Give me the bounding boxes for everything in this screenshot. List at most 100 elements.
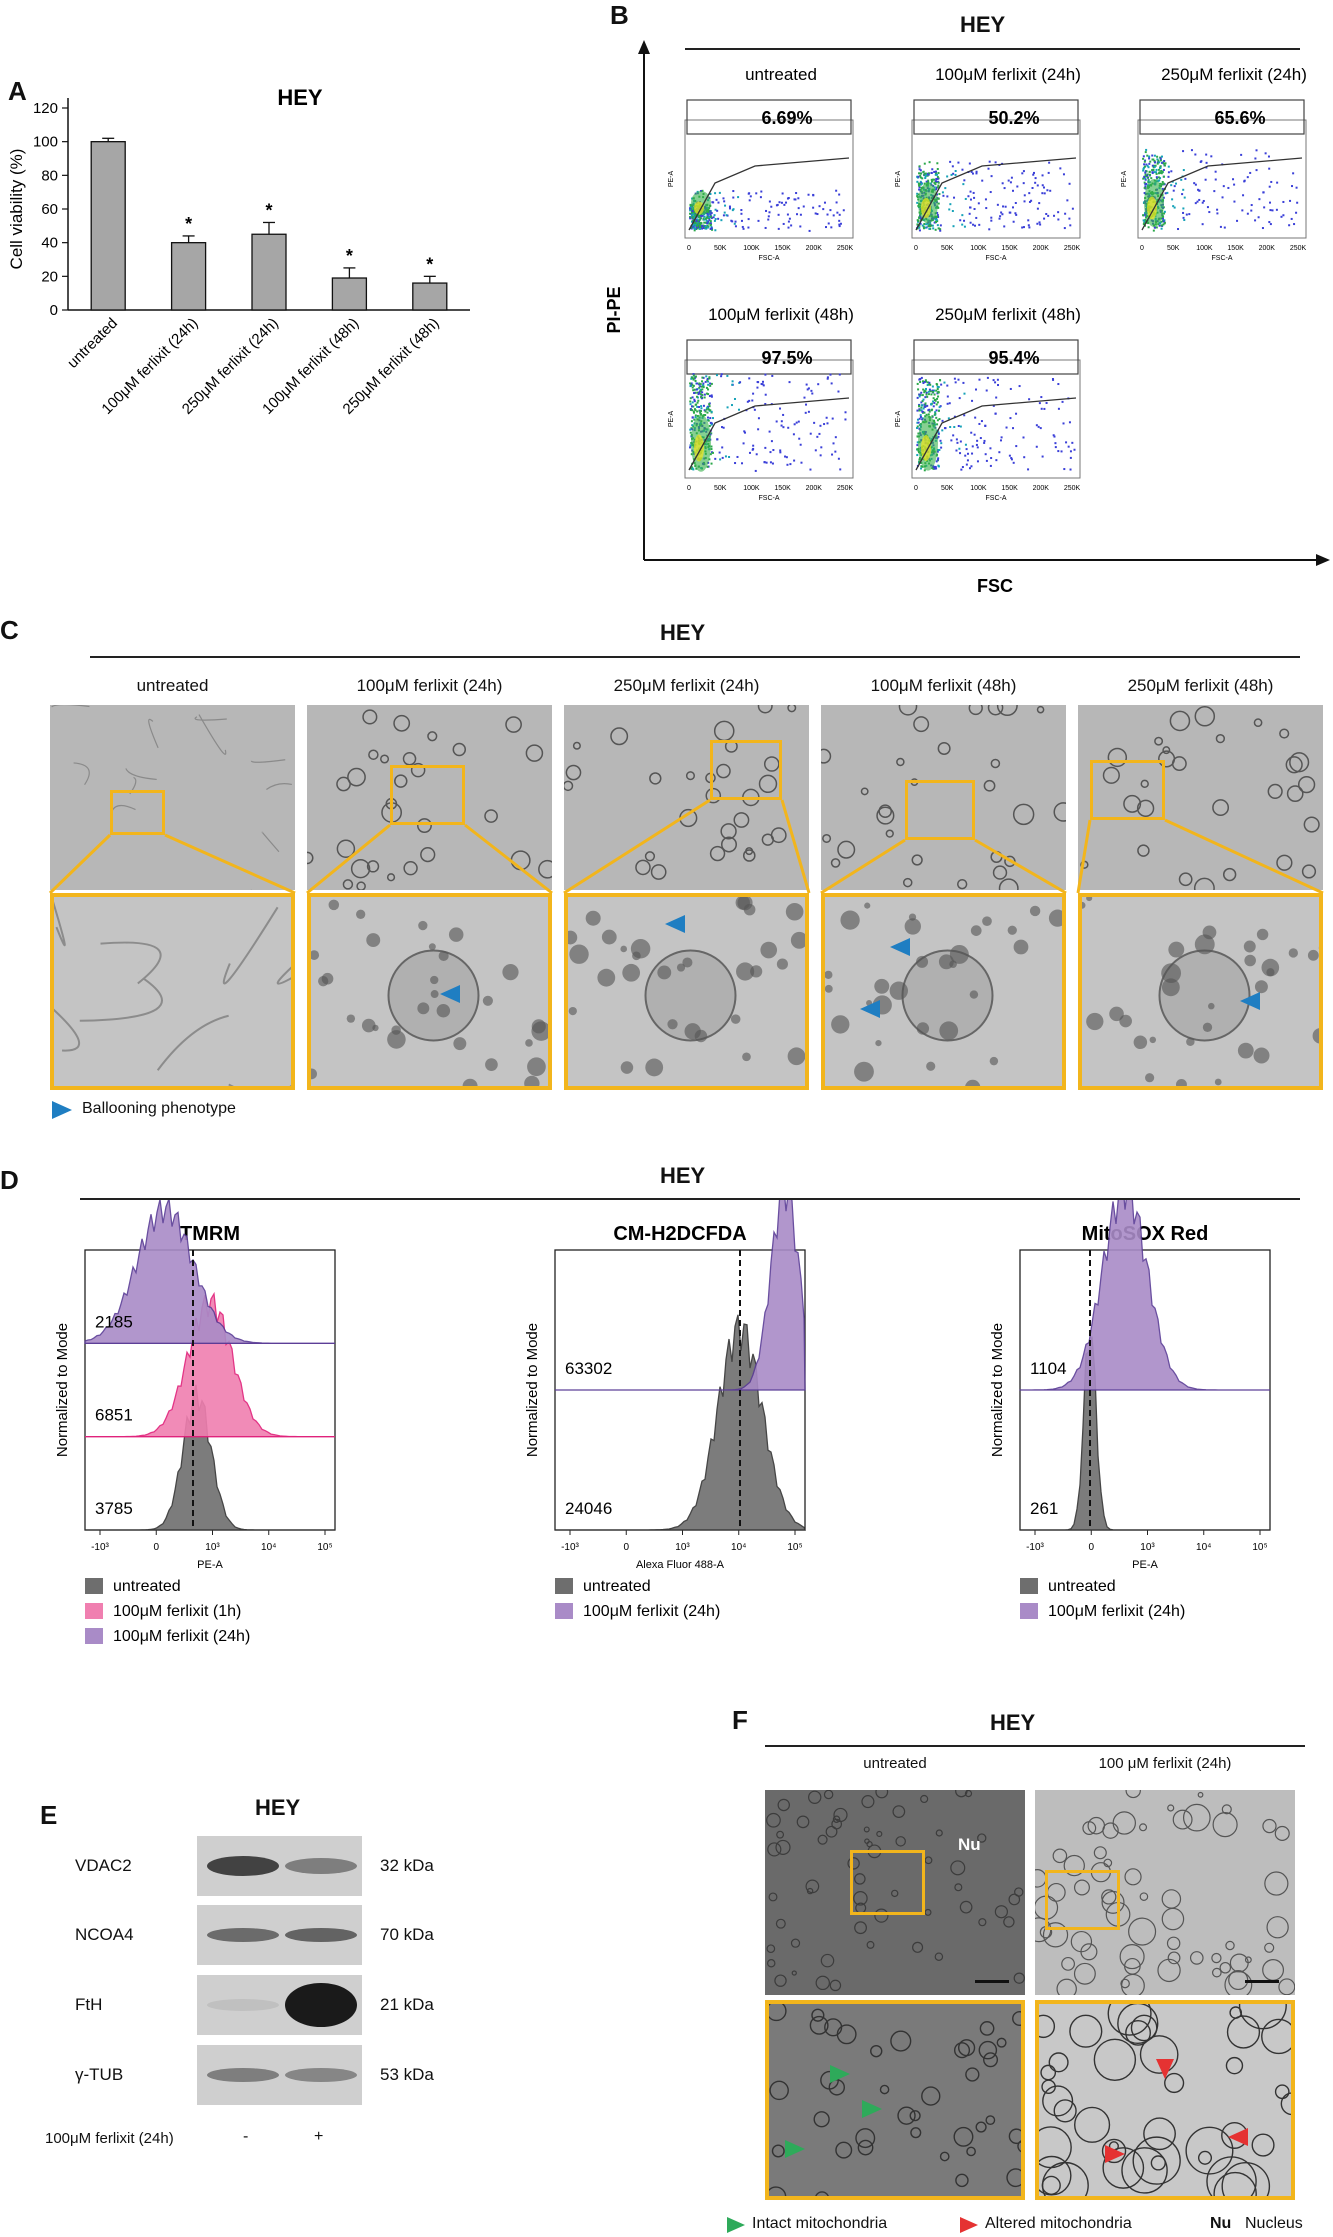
panel-b-dot [726,374,729,377]
panel-b-dot [710,216,713,219]
panel-f-organelle [1003,1916,1015,1928]
panel-b-dot [936,168,939,171]
panel-b-dot [936,449,939,452]
panel-b-dot [1282,214,1285,217]
panel-b-dot [756,386,759,389]
panel-b-dot [1007,179,1010,182]
panel-c-zoom-debris [965,1079,981,1086]
panel-b-dot [1242,194,1245,197]
panel-b-plot-x-label: FSC-A [1212,255,1233,262]
panel-b-dot [733,222,736,225]
panel-b-dot [826,377,829,380]
panel-b-dot [921,410,924,413]
panel-b-plot-x-label: FSC-A [759,255,780,262]
panel-b-dot [695,467,698,470]
panel-b-dot [967,195,970,198]
panel-b-dot [938,193,941,196]
panel-b-dot [968,212,971,215]
panel-b-dot [739,381,742,384]
panel-b-dot [996,378,999,381]
panel-b-dot [936,423,939,426]
panel-b-dot [918,168,921,171]
panel-f-zoom-organelle [815,2191,829,2196]
panel-b-dot [1204,178,1207,181]
panel-b-dot [689,216,692,219]
panel-b-dot [929,390,932,393]
panel-b-dot [1145,163,1148,166]
panel-f-letter: F [732,1705,748,1735]
panel-d-row-value: 2185 [95,1312,133,1331]
panel-c-zoom-debris [667,1019,678,1030]
panel-b-dot [691,220,694,223]
panel-b-dot [696,401,699,404]
panel-f-zoom-organelle [1121,2147,1168,2194]
panel-c-cell-cluster [1276,854,1293,871]
panel-b-dot [1067,445,1070,448]
panel-b-dot [714,192,717,195]
panel-b-x-tick-label: 200K [1259,245,1276,252]
panel-b-dot [709,382,712,385]
panel-f-organelle [920,1794,929,1804]
panel-b-dot [927,179,930,182]
panel-b-dot [927,173,930,176]
panel-f-zoom-organelle [1041,2175,1061,2195]
panel-b-dot [804,411,807,414]
panel-b-dot [1057,450,1060,453]
panel-b-dot [928,381,931,384]
panel-b-dot [970,431,973,434]
panel-b-dot [1198,189,1201,192]
panel-b-dot [697,225,700,228]
panel-c-cell-cluster [420,846,436,863]
panel-b-dot [971,172,974,175]
panel-f-organelle [1244,1956,1252,1964]
panel-f-zoom-organelle [769,2080,789,2101]
panel-c-zoom-debris [502,964,519,981]
panel-b-dot [931,408,934,411]
panel-b-dot [730,404,733,407]
panel-f-zoom-organelle [1251,2133,1275,2157]
panel-b-dot [930,171,933,174]
panel-a-y-tick-label: 60 [41,201,58,218]
panel-c-zoom-debris [1086,1012,1104,1031]
panel-b-density-peak [1147,196,1157,220]
panel-b-dot [1002,205,1005,208]
panel-b-dot [917,432,920,435]
panel-b-dot [709,213,712,216]
panel-c-zoom-debris [787,1047,805,1066]
panel-b-percent: 65.6% [1214,108,1265,128]
panel-c-cell-cluster [410,762,426,778]
panel-b-dot [1040,407,1043,410]
panel-b-dot [693,221,696,224]
panel-b-dot [701,214,704,217]
panel-b-dot [1282,200,1285,203]
panel-b-dot [1233,200,1236,203]
panel-b-dot [1159,157,1162,160]
panel-b-dot [1036,222,1039,225]
panel-f-organelle [978,1918,987,1927]
panel-b-dot [767,218,770,221]
panel-f-zoom-organelle [1093,2038,1137,2081]
panel-c-cell-cluster [1107,747,1128,768]
panel-b-dot [711,417,714,420]
panel-c-cell-cluster [564,780,574,792]
panel-b-dot [999,215,1002,218]
panel-b-dot [965,448,968,451]
panel-b-dot [757,417,760,420]
panel-b-dot [1160,224,1163,227]
panel-b-dot [707,393,710,396]
panel-b-dot [924,172,927,175]
panel-b-dot [996,203,999,206]
panel-b-dot [790,224,793,227]
panel-d-legend-label: untreated [113,1578,181,1595]
panel-b-dot [771,374,774,377]
panel-c-zoom-debris [760,941,778,959]
panel-b-dot [701,388,704,391]
panel-b-dot [1018,385,1021,388]
panel-b-dot [1145,216,1148,219]
panel-b-dot [703,393,706,396]
panel-b-dot [1062,173,1065,176]
panel-c-cell-cluster [913,716,930,733]
panel-b-dot [1052,434,1055,437]
panel-f-organelle [1182,1803,1211,1832]
panel-b-dot [1159,165,1162,168]
